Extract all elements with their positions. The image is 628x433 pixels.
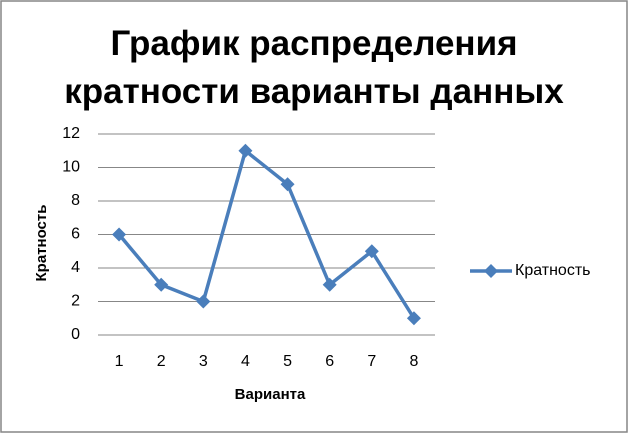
y-tick-label: 6 [71, 226, 80, 243]
y-tick-label: 12 [62, 125, 80, 142]
data-point [322, 277, 337, 292]
x-tick-label: 5 [283, 353, 292, 370]
y-tick-label: 0 [71, 326, 80, 343]
legend-label: Кратность [515, 262, 591, 279]
data-point [196, 294, 211, 309]
chart-title: График распределения кратности варианты … [64, 24, 564, 111]
series-line [117, 149, 416, 320]
x-tick-label: 4 [241, 353, 250, 370]
x-axis-label: Варианта [235, 386, 306, 403]
data-point [112, 227, 127, 242]
x-tick-label: 7 [367, 353, 376, 370]
legend-marker [484, 264, 498, 278]
data-point [238, 143, 253, 158]
x-tick-label: 3 [199, 353, 208, 370]
x-tick-label: 6 [325, 353, 334, 370]
data-point [154, 277, 169, 292]
y-tick-label: 10 [62, 159, 80, 176]
y-tick-label: 2 [71, 293, 80, 310]
y-tick-label: 4 [71, 259, 80, 276]
data-point [280, 177, 295, 192]
x-tick-label: 2 [157, 353, 166, 370]
data-point [406, 311, 421, 326]
x-tick-label: 1 [115, 353, 124, 370]
x-tick-label: 8 [409, 353, 418, 370]
y-axis-label: Кратность [33, 205, 50, 282]
y-tick-label: 8 [71, 192, 80, 209]
data-point [364, 244, 379, 259]
